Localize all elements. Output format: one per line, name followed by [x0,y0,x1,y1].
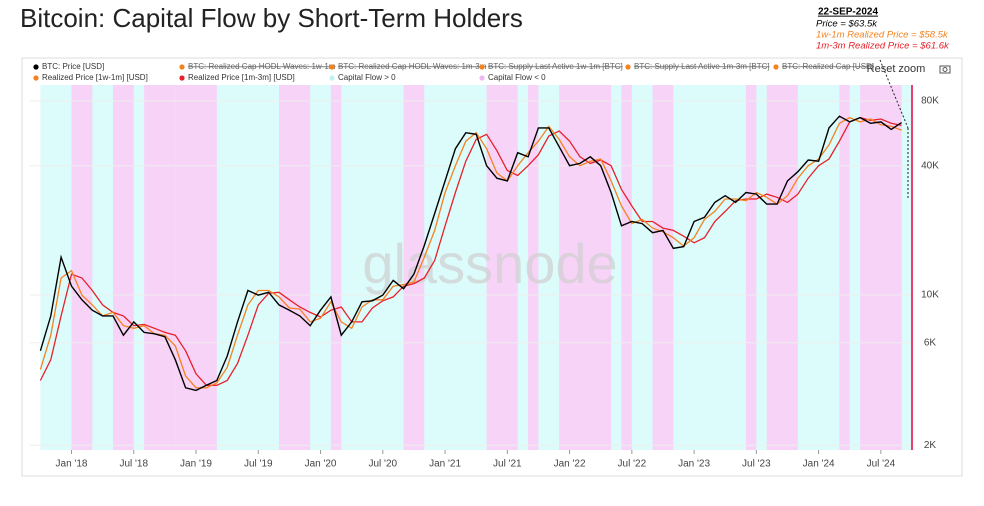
legend-swatch [479,64,485,70]
legend-label: BTC: Supply Last Active 1m-3m [BTC] [634,62,770,71]
legend-label: Capital Flow < 0 [488,73,546,82]
legend-label: Capital Flow > 0 [338,73,396,82]
y-tick-label: 2K [924,440,937,451]
x-tick-label: Jul '23 [742,459,771,470]
capital-flow-band [621,85,632,450]
x-tick-label: Jul '19 [244,459,273,470]
series-line [39,116,902,389]
legend-label: BTC: Realized Cap HODL Waves: 1m-3m [338,62,487,71]
capital-flow-band [113,85,134,450]
plot [30,100,912,454]
capital-flow-band [745,85,757,450]
annotation-line: 1m-3m Realized Price = $61.6k [816,41,950,52]
capital-flow-band [559,85,612,450]
capital-flow-band [652,85,674,450]
x-tick-label: Jan '23 [678,459,710,470]
legend-swatch [33,75,39,81]
legend-label: BTC: Supply Last Active 1w-1m [BTC] [488,62,623,71]
capital-flow-band [279,85,311,450]
y-tick-label: 80K [921,96,939,107]
capital-flow-band [144,85,176,450]
capital-flow-band [403,85,425,450]
legend-label: Realized Price [1w-1m] [USD] [42,73,148,82]
y-tick-label: 6K [924,337,937,348]
legend-label: Realized Price [1m-3m] [USD] [188,73,295,82]
reset-zoom-button[interactable]: Reset zoom [867,63,926,75]
y-tick-label: 10K [921,290,939,301]
capital-flow-band [486,85,518,450]
capital-flow-band [766,85,798,450]
x-tick-label: Jan '21 [429,459,461,470]
series-line [39,115,902,392]
x-tick-label: Jul '24 [867,459,896,470]
x-tick-label: Jul '22 [618,459,647,470]
legend-swatch [625,64,631,70]
x-tick-label: Jan '24 [803,459,835,470]
series-line [39,116,902,386]
x-tick-label: Jul '21 [493,459,522,470]
annotation-line: 1w-1m Realized Price = $58.5k [816,30,949,41]
legend-label: BTC: Realized Cap HODL Waves: 1w-1m [188,62,336,71]
legend-label: BTC: Realized Cap [USD] [782,62,874,71]
capital-flow-band [330,85,342,450]
legend-label: BTC: Price [USD] [42,62,104,71]
legend-swatch [329,75,335,81]
capital-flow-band [839,85,850,450]
annotation-line: Price = $63.5k [816,19,878,30]
x-tick-label: Jul '18 [119,459,148,470]
x-tick-label: Jan '18 [56,459,88,470]
capital-flow-band [860,85,902,450]
legend: BTC: Price [USD] BTC: Realized Cap HODL W… [33,62,874,82]
x-tick-label: Jan '19 [180,459,212,470]
camera-icon[interactable] [939,65,951,74]
capital-flow-band [175,85,217,450]
legend-swatch [479,75,485,81]
x-tick-label: Jan '20 [305,459,337,470]
capital-flow-band [71,85,93,450]
legend-swatch [33,64,39,70]
y-tick-label: 40K [921,160,939,171]
legend-swatch [179,64,185,70]
legend-swatch [179,75,185,81]
chart-frame [21,57,963,477]
legend-swatch [773,64,779,70]
bands [40,85,913,450]
x-tick-label: Jan '22 [554,459,586,470]
annotation-pointer [879,59,909,129]
annotation-date: 22-SEP-2024 [818,7,878,18]
legend-swatch [329,64,335,70]
capital-flow-band [528,85,539,450]
x-tick-label: Jul '20 [369,459,398,470]
chart-title: Bitcoin: Capital Flow by Short-Term Hold… [20,3,523,33]
